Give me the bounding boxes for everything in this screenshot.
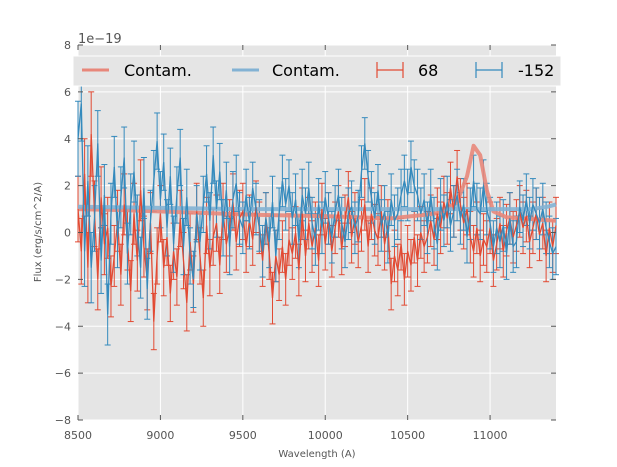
y-tick-label: 8 [64, 39, 71, 52]
y-tick-label: 6 [64, 86, 71, 99]
x-ticks: 8500 9000 9500 10000 10500 11000 [64, 45, 508, 442]
legend-box [72, 55, 562, 87]
series-line--152 [77, 103, 557, 315]
x-axis-label: Wavelength (A) [278, 449, 355, 460]
y-tick-label: −6 [55, 367, 71, 380]
series-lines [77, 103, 557, 322]
x-tick-label: 10000 [308, 429, 343, 442]
y-tick-label: −2 [55, 273, 71, 286]
legend-label: Contam. [272, 61, 340, 80]
series-line-68 [77, 134, 557, 322]
y-tick-label: 4 [64, 133, 71, 146]
y-tick-label: 2 [64, 180, 71, 193]
legend: Contam. Contam. 68 -152 [72, 55, 562, 87]
x-tick-label: 8500 [64, 429, 92, 442]
legend-label: Contam. [124, 61, 192, 80]
contam-line-0 [77, 143, 557, 223]
y-offset-label: 1e−19 [78, 32, 122, 47]
x-tick-label: 11000 [473, 429, 508, 442]
x-tick-label: 9000 [146, 429, 174, 442]
legend-label: -152 [518, 61, 554, 80]
x-tick-label: 9500 [229, 429, 257, 442]
y-tick-label: 0 [64, 227, 71, 240]
legend-label: 68 [418, 61, 438, 80]
x-tick-label: 10500 [390, 429, 425, 442]
y-tick-label: −8 [55, 414, 71, 427]
y-axis-label: Flux (erg/s/cm^2/A) [33, 182, 44, 282]
y-tick-label: −4 [55, 320, 71, 333]
